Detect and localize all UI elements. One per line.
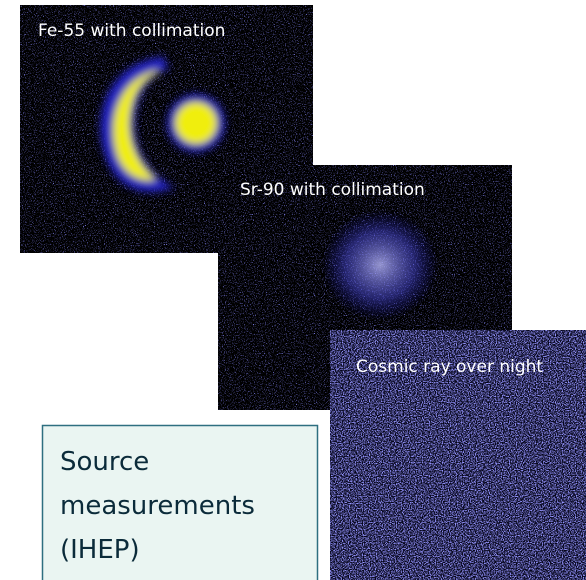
label-line: (IHEP): [60, 535, 140, 565]
panel-caption: Fe-55 with collimation: [38, 21, 225, 41]
page: Fe-55 with collimation Sr-90 with collim…: [0, 0, 586, 580]
label-line: Source: [60, 447, 149, 477]
panel-caption: Sr-90 with collimation: [240, 180, 425, 200]
label-box: Source measurements (IHEP): [43, 426, 318, 580]
panel-caption: Cosmic ray over night: [356, 357, 543, 377]
cosmic-image: Cosmic ray over night: [330, 330, 586, 580]
hit-pattern: [322, 210, 438, 320]
label-line: measurements: [60, 491, 255, 521]
slide: Fe-55 with collimation Sr-90 with collim…: [0, 0, 586, 580]
